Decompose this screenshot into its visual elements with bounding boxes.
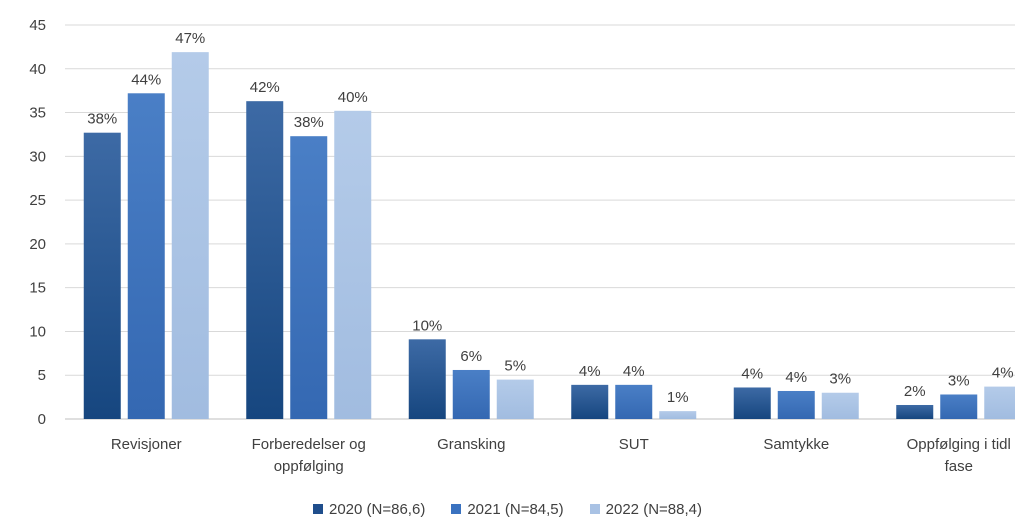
bar <box>615 384 653 419</box>
x-tick-label: Oppfølging i tidl <box>907 436 1011 453</box>
legend-label: 2021 (N=84,5) <box>467 500 564 518</box>
x-tick-label: Revisjoner <box>111 436 182 453</box>
bar <box>733 387 771 419</box>
data-label: 3% <box>948 372 970 389</box>
x-tick-label: fase <box>945 458 973 475</box>
bar <box>452 369 490 419</box>
bar <box>821 392 859 419</box>
y-tick-label: 10 <box>29 323 46 340</box>
data-label: 4% <box>579 363 601 380</box>
legend-swatch <box>313 504 323 514</box>
data-label: 2% <box>904 383 926 400</box>
y-tick-label: 30 <box>29 148 46 165</box>
y-tick-label: 0 <box>38 411 46 428</box>
data-labels: 38% 44% 47% 42% 38% 40% 10% 6% 5% 4% 4% 1% 4% 4% 3% 2% 3… <box>87 30 1013 406</box>
data-label: 40% <box>338 89 368 106</box>
bar <box>408 339 446 419</box>
bar <box>127 93 165 419</box>
data-label: 4% <box>785 369 807 386</box>
y-tick-label: 15 <box>29 280 46 297</box>
bar <box>83 132 121 419</box>
data-label: 4% <box>741 365 763 382</box>
legend-label: 2022 (N=88,4) <box>605 500 702 518</box>
y-tick-label: 40 <box>29 61 46 78</box>
data-label: 4% <box>992 365 1014 382</box>
data-label: 47% <box>175 30 205 47</box>
y-tick-label: 20 <box>29 236 46 253</box>
data-label: 5% <box>504 358 526 375</box>
bar <box>334 110 372 419</box>
bar <box>984 386 1015 419</box>
data-label: 6% <box>460 348 482 365</box>
y-tick-label: 25 <box>29 192 46 209</box>
bar <box>571 384 609 419</box>
y-tick-label: 45 <box>29 17 46 34</box>
legend-item: 2020 (N=86,6) <box>313 501 425 518</box>
gridlines <box>65 24 1015 420</box>
bar <box>496 379 534 419</box>
bar <box>659 411 697 419</box>
bar <box>290 136 328 419</box>
legend-swatch <box>589 504 600 514</box>
bar <box>171 52 209 420</box>
x-tick-label: SUT <box>619 436 649 453</box>
bar <box>246 101 284 419</box>
x-axis: Revisjoner Forberedelser og oppfølging Gran… <box>111 436 1011 475</box>
bars <box>83 52 1015 420</box>
legend-swatch <box>451 504 462 514</box>
data-label: 4% <box>623 363 645 380</box>
data-label: 44% <box>131 71 161 88</box>
data-label: 38% <box>87 111 117 128</box>
x-tick-label: Gransking <box>437 436 505 453</box>
legend-item: 2021 (N=84,5) <box>451 500 564 518</box>
y-tick-label: 5 <box>38 367 46 384</box>
y-tick-label: 35 <box>29 105 46 122</box>
bar <box>777 390 815 419</box>
bar <box>940 394 978 419</box>
x-tick-label: Samtykke <box>763 436 829 453</box>
y-axis: 0 5 10 15 20 25 30 35 40 45 <box>29 17 46 428</box>
data-label: 10% <box>412 317 442 334</box>
legend: 2020 (N=86,6) 2021 (N=84,5) 2022 (N=88,4) <box>0 498 1015 520</box>
data-label: 1% <box>667 389 689 406</box>
data-label: 38% <box>294 114 324 131</box>
data-label: 42% <box>250 79 280 96</box>
x-tick-label: Forberedelser og <box>252 436 366 453</box>
x-tick-label: oppfølging <box>274 458 344 475</box>
legend-item: 2022 (N=88,4) <box>589 500 702 518</box>
bar <box>896 404 934 419</box>
data-label: 3% <box>829 371 851 388</box>
legend-label: 2020 (N=86,6) <box>329 500 426 518</box>
